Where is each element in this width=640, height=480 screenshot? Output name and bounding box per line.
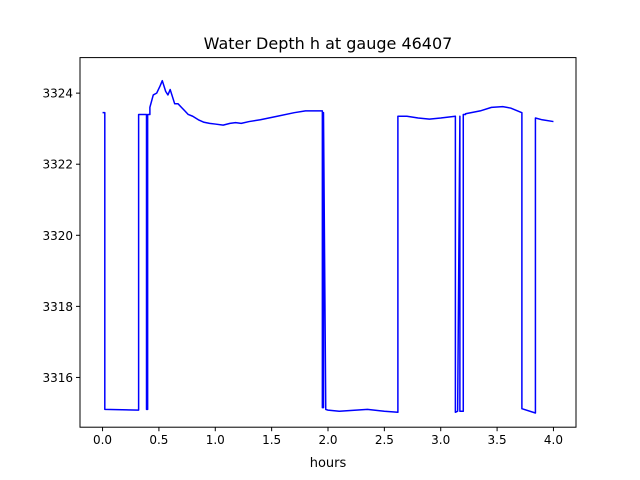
x-tick-label: 2.0 bbox=[318, 433, 337, 447]
x-tick-label: 2.5 bbox=[375, 433, 394, 447]
y-tick-label: 3318 bbox=[42, 300, 73, 314]
x-tick-label: 1.0 bbox=[206, 433, 225, 447]
y-tick-label: 3316 bbox=[42, 371, 73, 385]
x-tick-label: 3.0 bbox=[431, 433, 450, 447]
y-tick-label: 3320 bbox=[42, 229, 73, 243]
x-tick-label: 0.0 bbox=[93, 433, 112, 447]
x-tick-label: 1.5 bbox=[262, 433, 281, 447]
series-line-0 bbox=[102, 79, 554, 414]
chart-title: Water Depth h at gauge 46407 bbox=[204, 34, 453, 53]
x-axis-label: hours bbox=[310, 456, 347, 471]
y-tick-label: 3324 bbox=[42, 87, 73, 101]
plot-area bbox=[102, 79, 554, 414]
y-tick-label: 3322 bbox=[42, 158, 73, 172]
x-tick-label: 3.5 bbox=[488, 433, 507, 447]
x-axis: 0.0 0.5 1.0 1.5 2.0 2.5 3.0 3.5 4.0 bbox=[93, 427, 563, 447]
x-tick-label: 4.0 bbox=[544, 433, 563, 447]
y-axis: 3316 3318 3320 3322 3324 bbox=[42, 87, 80, 385]
x-tick-label: 0.5 bbox=[149, 433, 168, 447]
